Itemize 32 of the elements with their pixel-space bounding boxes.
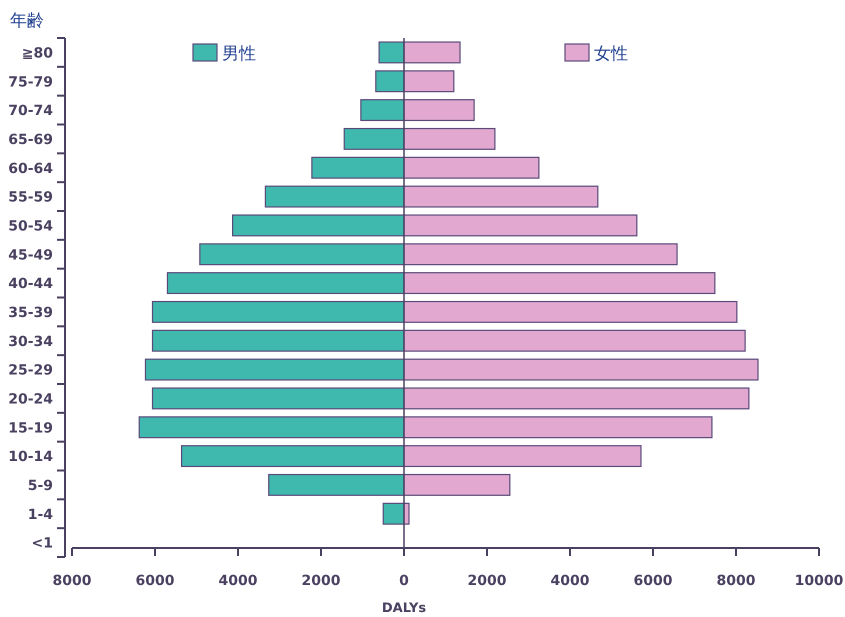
y-tick-label: 60-64 [8, 160, 54, 177]
y-tick-label: ≧80 [22, 45, 54, 62]
x-axis-title: DALYs [382, 601, 426, 616]
y-tick-label: 55-59 [8, 190, 53, 206]
y-tick-label: 25-29 [8, 362, 53, 379]
x-tick-label: 8000 [716, 573, 756, 589]
x-tick-label: 2000 [468, 573, 507, 589]
y-tick-label: 15-19 [8, 420, 53, 436]
legend-label: 男性 [222, 44, 256, 64]
y-axis-title: 年齢 [10, 11, 44, 31]
y-tick-label: 65-69 [8, 132, 53, 148]
y-tick-label: 30-34 [8, 334, 54, 350]
y-tick-label: 45-49 [8, 247, 53, 264]
x-tick-label: 4000 [218, 573, 258, 589]
y-tick-label: 10-14 [8, 449, 54, 466]
x-tick-label: 10000 [794, 573, 844, 589]
y-tick-label: 35-39 [8, 304, 53, 321]
x-tick-label: 8000 [52, 573, 92, 589]
y-tick-label: 75-79 [8, 74, 53, 90]
x-tick-label: 6000 [634, 573, 673, 589]
y-tick-label: 40-44 [8, 276, 54, 292]
y-tick-label: 1-4 [28, 506, 54, 523]
y-tick-label: 70-74 [8, 103, 54, 120]
y-tick-label: <1 [32, 536, 53, 552]
legend-label: 女性 [594, 44, 628, 64]
y-tick-label: 20-24 [8, 391, 54, 408]
y-tick-label: 5-9 [28, 478, 53, 494]
x-tick-label: 4000 [550, 573, 590, 589]
y-tick-label: 50-54 [8, 218, 54, 234]
x-tick-label: 6000 [136, 573, 175, 589]
x-tick-label: 2000 [302, 573, 341, 589]
x-tick-label: 0 [399, 573, 410, 589]
